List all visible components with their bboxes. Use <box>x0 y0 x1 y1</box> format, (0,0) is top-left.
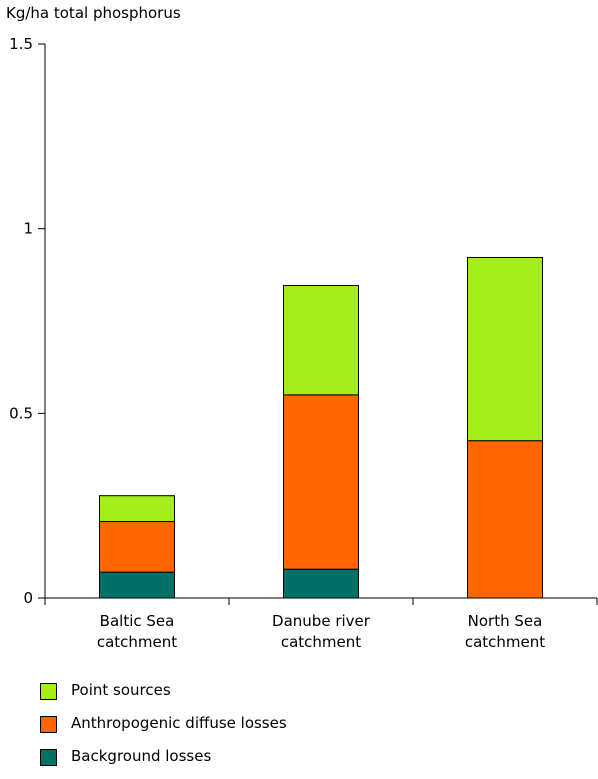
bar-baltic-sea-catchment-anthropogenic-diffuse-losses <box>99 521 175 573</box>
bar-danube-river-catchment-anthropogenic-diffuse-losses <box>283 394 359 570</box>
legend-swatch <box>40 683 57 700</box>
x-tick-label: catchment <box>281 633 361 651</box>
legend-label: Anthropogenic diffuse losses <box>71 714 287 732</box>
legend-swatch <box>40 716 57 733</box>
bar-north-sea-catchment-anthropogenic-diffuse-losses <box>467 440 543 599</box>
axes-group: 0 0.5 1 1.5 Baltic Sea catchment Danube river c… <box>9 35 598 651</box>
legend-label: Background losses <box>71 747 212 765</box>
bar-baltic-sea-catchment-background-losses <box>99 571 175 599</box>
bar-baltic-sea-catchment-point-sources <box>99 495 175 523</box>
y-tick-label: 1 <box>23 220 33 238</box>
x-tick-label: Baltic Sea <box>100 612 175 630</box>
bar-danube-river-catchment-point-sources <box>283 285 359 396</box>
y-tick-label: 0.5 <box>9 404 33 422</box>
x-tick-label: catchment <box>97 633 177 651</box>
stacked-bar-chart: 0 0.5 1 1.5 Baltic Sea catchment Danube river c… <box>9 35 598 651</box>
x-tick-label: Danube river <box>272 612 371 630</box>
x-tick-label: North Sea <box>468 612 543 630</box>
y-tick-label: 1.5 <box>9 35 33 53</box>
y-axis-title: Kg/ha total phosphorus <box>6 4 181 22</box>
y-tick-label: 0 <box>23 589 33 607</box>
bar-danube-river-catchment-background-losses <box>283 568 359 599</box>
legend-label: Point sources <box>71 681 171 699</box>
bar-north-sea-catchment-point-sources <box>467 256 543 442</box>
x-tick-label: catchment <box>465 633 545 651</box>
bars-group <box>99 256 543 599</box>
legend-swatch <box>40 749 57 766</box>
